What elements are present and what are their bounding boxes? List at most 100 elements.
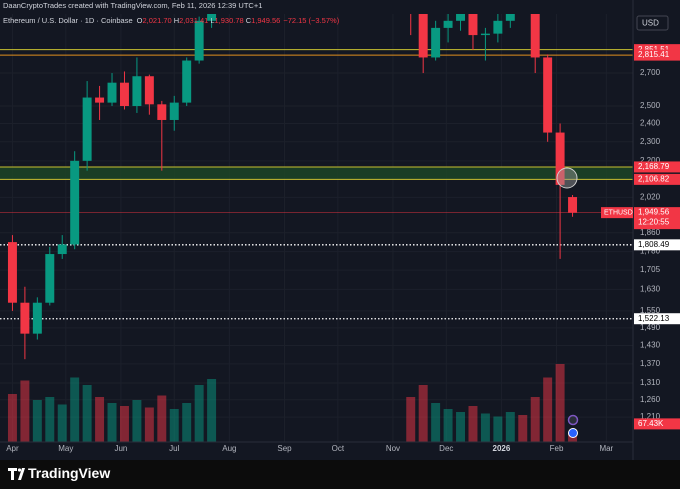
x-tick-label: 2026 [493,444,511,453]
x-tick-label: Nov [386,444,400,453]
zone [0,166,633,180]
y-tick-label: 2,020 [640,193,661,202]
ohlc-value: 2,031.41 [179,16,208,25]
candle-body [194,20,204,61]
brand: TradingView [28,465,110,481]
candle-body [70,160,80,245]
level-tag [634,173,680,185]
y-tick-label: 1,310 [640,378,661,387]
candle-body [456,14,466,21]
symbol-legend: Ethereum / U.S. Dollar · 1D · Coinbase O2… [3,16,340,25]
level-tag-label: 2,851.51 [638,45,670,54]
volume-bar [505,412,515,442]
volume-bar [95,397,105,442]
volume-bar [194,385,204,442]
volume-bar [182,403,192,442]
y-tick-label: 1,550 [640,306,661,315]
candle-body [568,197,578,213]
candle-body [107,82,117,103]
y-tick-label: 1,210 [640,412,661,421]
volume-bar [20,380,30,442]
candle-body [182,60,192,103]
volume-bar [555,364,565,442]
level-tag [634,313,680,325]
event-icon[interactable] [568,428,578,438]
time-axis: Apr May Jun Jul Aug Sep Oct Nov Dec 2026 Feb Mar [6,444,613,453]
ohlc-value: 1,930.78 [214,16,243,25]
candle-body [443,20,453,28]
volume-bar [107,403,117,442]
x-tick-label: Aug [222,444,236,453]
volume-bar [119,406,129,442]
candle-body [157,104,167,120]
level-tag-label: 2,168.79 [638,162,670,171]
candle-body [45,254,55,303]
candle-body [144,76,154,105]
ohlc-key: C [246,16,252,25]
y-tick-label: 2,400 [640,119,661,128]
candle-body [418,14,428,58]
y-tick-label: 1,430 [640,341,661,350]
countdown: 12:20:55 [638,218,670,227]
candle-body [505,14,515,21]
candle-body [480,33,490,36]
volume-bar [132,400,142,442]
x-tick-label: Oct [332,444,345,453]
y-tick-label: 2,700 [640,68,661,77]
last-price-label: 1,949.56 [638,208,670,217]
candle-body [132,76,142,107]
volume-bar [82,385,92,442]
volume-bar [406,397,416,442]
volume-tag [634,418,680,430]
last-price-tag [634,207,680,230]
ohlc-key: H [174,16,179,25]
candle-body [431,27,441,58]
y-tick-label: 2,500 [640,101,661,110]
event-icon[interactable] [567,414,579,426]
volume-bar [70,377,80,442]
volume-bar [32,400,42,442]
y-tick-label: 1,705 [640,265,661,274]
x-tick-label: Sep [277,444,292,453]
y-tick-label: 1,780 [640,247,661,256]
ohlc-key: L [210,16,214,25]
candle-body [57,244,67,255]
volume-bar [431,403,441,442]
volume-bar [543,377,553,442]
candle-body [555,132,565,185]
x-tick-label: Feb [550,444,564,453]
volume-bar [530,397,540,442]
y-tick-label: 2,200 [640,156,661,165]
y-tick-label: 1,260 [640,395,661,404]
candle-body [207,14,217,21]
volume-bar [418,385,428,442]
volume-bar [480,413,490,442]
volume-bar [157,395,167,442]
grid [0,14,633,442]
ohlc-value: 1,949.56 [251,16,280,25]
highlight-circle [556,167,578,189]
currency-button[interactable] [636,15,669,31]
plot-area [0,14,633,442]
volume-bar [468,406,478,442]
symbol: Ethereum / U.S. Dollar · 1D · Coinbase [3,16,133,25]
candle-body [82,97,92,161]
footer [0,460,680,489]
candle-body [530,14,540,58]
candle-body [20,302,30,334]
volume-bar [144,407,154,442]
level-tag-label: 2,106.82 [638,174,670,183]
candle-body [468,14,478,36]
y-tick-label: 1,370 [640,359,661,368]
level-tag [634,161,680,173]
y-tick-label: 2,300 [640,137,661,146]
candle-body [119,82,129,107]
symbol-tag [601,207,633,219]
x-tick-label: Jun [114,444,127,453]
level-tag [634,239,680,251]
x-tick-label: Dec [439,444,453,453]
volume-bar [443,409,453,442]
price-axis: 1,210 1,260 1,310 1,370 1,430 1,490 1,550 1,630… [634,44,680,430]
volume-bar [57,404,67,442]
